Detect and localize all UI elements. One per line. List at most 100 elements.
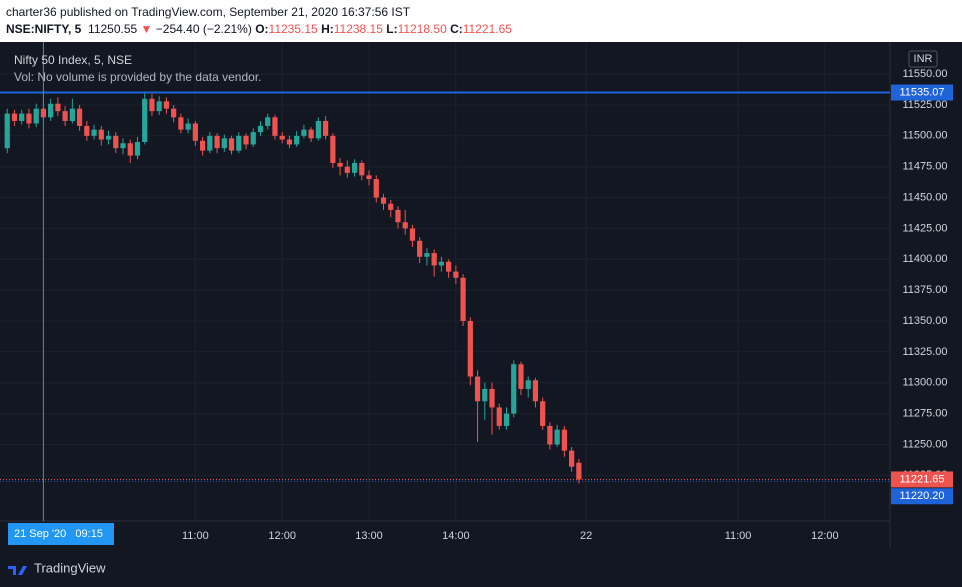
candle-body xyxy=(19,113,25,122)
candle-body xyxy=(279,135,285,140)
candle-body xyxy=(446,261,452,272)
candle-body xyxy=(207,135,213,151)
x-tick-label: 14:00 xyxy=(442,530,470,542)
candle-body xyxy=(424,253,430,257)
candle-body xyxy=(337,162,343,167)
candle-body xyxy=(163,101,170,109)
candle-body xyxy=(431,253,437,266)
candle-body xyxy=(156,101,162,112)
y-tick-label: 11525.00 xyxy=(902,99,947,111)
candle-body xyxy=(518,364,524,389)
chart-subtitle: Vol: No volume is provided by the data v… xyxy=(14,70,261,84)
l-value: 11218.50 xyxy=(397,22,447,36)
candle-body xyxy=(474,376,481,402)
crosshair-label-box xyxy=(8,523,114,545)
candle-body xyxy=(236,135,242,151)
price-label: 11221.65 xyxy=(899,473,944,485)
candle-body xyxy=(265,117,271,126)
y-tick-label: 11350.00 xyxy=(902,315,947,327)
candle-body xyxy=(33,108,39,124)
y-tick-label: 11250.00 xyxy=(902,438,947,450)
candle-body xyxy=(388,203,394,210)
candle-body xyxy=(69,108,75,122)
candle-body xyxy=(525,380,531,389)
last-price: 11250.55 xyxy=(88,22,138,36)
h-label: H: xyxy=(321,22,334,36)
candle-body xyxy=(395,209,401,223)
candle-body xyxy=(84,125,90,136)
h-value: 11238.15 xyxy=(333,22,383,36)
candle-body xyxy=(359,162,365,176)
candle-body xyxy=(62,111,68,122)
y-tick-label: 11300.00 xyxy=(902,377,947,389)
symbol: NSE:NIFTY, 5 xyxy=(6,22,82,36)
candle-body xyxy=(134,141,141,156)
arrow: ▼ xyxy=(140,22,153,36)
y-tick-label: 11450.00 xyxy=(902,191,947,203)
x-tick-label: 11:00 xyxy=(182,530,209,542)
candle-body xyxy=(98,129,104,140)
candle-body xyxy=(120,143,126,149)
price-label-box xyxy=(891,84,953,101)
candle-body xyxy=(171,108,177,118)
candle-body xyxy=(149,98,155,112)
candle-body xyxy=(453,271,459,278)
x-tick-label: 22 xyxy=(580,530,592,542)
y-tick-label: 11325.00 xyxy=(902,346,947,358)
candle-body xyxy=(221,138,227,149)
y-tick-label: 11400.00 xyxy=(902,253,947,265)
logo-icon xyxy=(8,566,27,575)
candle-body xyxy=(576,462,582,480)
candle-body xyxy=(26,113,32,124)
header: charter36 published on TradingView.com, … xyxy=(0,0,962,42)
candle-body xyxy=(547,425,553,445)
candle-body xyxy=(496,407,502,426)
brand: TradingView xyxy=(34,560,106,575)
currency-box xyxy=(908,50,938,68)
candle-body xyxy=(366,175,372,180)
candle-body xyxy=(409,228,416,241)
candle-body xyxy=(11,113,18,122)
price-label: 11535.07 xyxy=(899,86,944,98)
candles xyxy=(4,91,582,484)
c-label: C: xyxy=(450,22,463,36)
candle-body xyxy=(272,117,278,136)
candle-body xyxy=(532,380,539,402)
candle-body xyxy=(228,138,235,151)
candle-body xyxy=(380,197,387,204)
candle-body xyxy=(243,135,249,145)
symbol-line: NSE:NIFTY, 5 11250.55 ▼ −254.40 (−2.21%)… xyxy=(6,22,512,36)
candle-body xyxy=(192,123,198,141)
candle-body xyxy=(178,117,184,130)
x-tick-label: 11:00 xyxy=(725,530,752,542)
candle-body xyxy=(185,123,191,130)
o-label: O: xyxy=(255,22,269,36)
candle-body xyxy=(373,179,379,198)
candle-body xyxy=(105,135,112,140)
y-tick-label: 11425.00 xyxy=(902,222,947,234)
candle-body xyxy=(438,261,444,266)
grid: 11225.0011250.0011275.0011300.0011325.00… xyxy=(0,42,948,542)
overlay: 11535.07 11221.65 11220.20 21 Sep '20 09:15 xyxy=(0,42,953,545)
candle-body xyxy=(351,162,358,173)
candle-body xyxy=(127,143,133,156)
footer-bg xyxy=(0,548,962,587)
x-tick-label: 12:00 xyxy=(268,530,296,542)
candle-body xyxy=(402,222,408,229)
candle-body xyxy=(330,135,336,163)
candle-body xyxy=(199,140,206,151)
y-tick-label: 11275.00 xyxy=(902,408,947,420)
candle-body xyxy=(250,132,256,145)
change: −254.40 (−2.21%) xyxy=(155,22,252,36)
o-value: 11235.15 xyxy=(268,22,318,36)
candle-body xyxy=(511,364,517,414)
c-value: 11221.65 xyxy=(462,22,512,36)
y-tick-label: 11500.00 xyxy=(902,130,947,142)
y-tick-label: 11550.00 xyxy=(902,68,947,80)
y-tick-label: 11475.00 xyxy=(902,161,947,173)
candle-body xyxy=(214,135,220,149)
candle-body xyxy=(48,103,54,118)
candle-body xyxy=(142,98,148,142)
